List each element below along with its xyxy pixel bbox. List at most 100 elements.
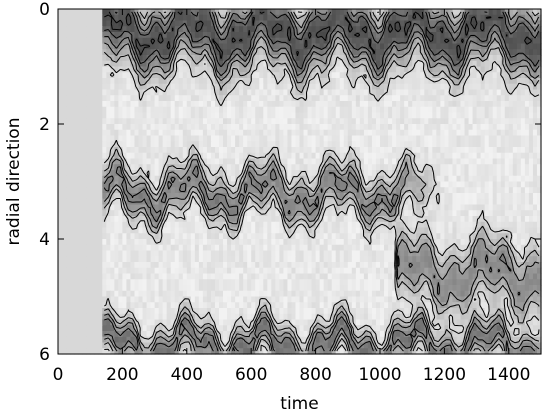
heatmap-cell bbox=[122, 78, 128, 85]
heatmap-cell bbox=[198, 89, 204, 96]
heatmap-cell bbox=[516, 101, 522, 108]
heatmap-cell bbox=[404, 78, 409, 85]
heatmap-cell bbox=[279, 141, 284, 148]
heatmap-cell bbox=[335, 55, 341, 62]
heatmap-cell bbox=[198, 95, 204, 102]
heatmap-cell bbox=[371, 37, 377, 45]
heatmap-cell bbox=[82, 181, 87, 188]
heatmap-cell bbox=[291, 78, 297, 85]
heatmap-cell bbox=[496, 43, 502, 50]
heatmap-cell bbox=[267, 221, 272, 229]
heatmap-cell bbox=[158, 170, 164, 177]
heatmap-cell bbox=[110, 164, 115, 171]
heatmap-cell bbox=[351, 72, 357, 79]
heatmap-cell bbox=[408, 175, 413, 183]
heatmap-cell bbox=[154, 227, 160, 234]
heatmap-cell bbox=[440, 118, 445, 125]
heatmap-cell bbox=[315, 83, 321, 91]
heatmap-cell bbox=[166, 14, 172, 22]
heatmap-cell bbox=[496, 210, 502, 217]
heatmap-cell bbox=[424, 204, 429, 211]
heatmap-cell bbox=[198, 101, 204, 108]
heatmap-cell bbox=[263, 43, 268, 50]
heatmap-cell bbox=[331, 118, 337, 125]
heatmap-cell bbox=[166, 118, 172, 125]
heatmap-cell bbox=[259, 170, 264, 177]
heatmap-cell bbox=[182, 141, 188, 148]
heatmap-cell bbox=[416, 170, 421, 177]
heatmap-cell bbox=[416, 181, 421, 188]
heatmap-cell bbox=[396, 32, 401, 39]
heatmap-cell bbox=[82, 106, 87, 114]
heatmap-cell bbox=[114, 158, 119, 165]
heatmap-cell bbox=[259, 112, 264, 119]
heatmap-cell bbox=[536, 72, 542, 79]
heatmap-cell bbox=[174, 187, 180, 194]
heatmap-cell bbox=[126, 135, 132, 142]
heatmap-cell bbox=[70, 204, 75, 211]
heatmap-cell bbox=[448, 95, 454, 102]
heatmap-cell bbox=[106, 181, 111, 188]
heatmap-cell bbox=[239, 152, 244, 160]
heatmap-cell bbox=[355, 55, 361, 62]
heatmap-cell bbox=[460, 147, 466, 154]
heatmap-cell bbox=[134, 118, 140, 125]
heatmap-cell bbox=[476, 135, 482, 142]
heatmap-cell bbox=[416, 112, 421, 119]
heatmap-cell bbox=[380, 14, 385, 22]
heatmap-cell bbox=[219, 187, 224, 194]
heatmap-cell bbox=[480, 112, 486, 119]
heatmap-cell bbox=[130, 210, 136, 217]
heatmap-cell bbox=[251, 83, 256, 91]
heatmap-cell bbox=[198, 124, 204, 131]
heatmap-cell bbox=[110, 60, 115, 68]
heatmap-cell bbox=[66, 112, 71, 119]
heatmap-cell bbox=[122, 118, 128, 125]
heatmap-cell bbox=[388, 60, 393, 68]
heatmap-cell bbox=[363, 198, 369, 206]
heatmap-cell bbox=[516, 66, 522, 73]
heatmap-cell bbox=[299, 106, 305, 114]
heatmap-cell bbox=[247, 101, 252, 108]
heatmap-cell bbox=[162, 221, 168, 229]
heatmap-cell bbox=[291, 152, 297, 160]
heatmap-cell bbox=[194, 83, 200, 91]
heatmap-cell bbox=[231, 152, 236, 160]
heatmap-cell bbox=[122, 124, 128, 131]
heatmap-cell bbox=[412, 129, 417, 137]
heatmap-cell bbox=[142, 129, 148, 137]
heatmap-cell bbox=[520, 124, 526, 131]
heatmap-cell bbox=[251, 170, 256, 177]
heatmap-cell bbox=[186, 221, 192, 229]
heatmap-cell bbox=[263, 101, 268, 108]
heatmap-cell bbox=[412, 9, 417, 16]
heatmap-cell bbox=[392, 147, 397, 154]
heatmap-cell bbox=[363, 60, 369, 68]
heatmap-cell bbox=[182, 66, 188, 73]
heatmap-cell bbox=[424, 216, 429, 223]
heatmap-cell bbox=[247, 181, 252, 188]
heatmap-cell bbox=[251, 106, 256, 114]
heatmap-cell bbox=[283, 187, 289, 194]
heatmap-cell bbox=[351, 9, 357, 16]
heatmap-cell bbox=[78, 135, 83, 142]
heatmap-cell bbox=[496, 221, 502, 229]
heatmap-cell bbox=[214, 239, 220, 246]
heatmap-cell bbox=[392, 106, 397, 114]
heatmap-cell bbox=[287, 135, 293, 142]
heatmap-cell bbox=[198, 175, 204, 183]
heatmap-cell bbox=[456, 233, 462, 240]
heatmap-cell bbox=[524, 20, 530, 27]
heatmap-cell bbox=[331, 60, 337, 68]
heatmap-cell bbox=[424, 72, 429, 79]
heatmap-cell bbox=[452, 78, 458, 85]
heatmap-cell bbox=[384, 141, 389, 148]
heatmap-cell bbox=[460, 129, 466, 137]
heatmap-cell bbox=[492, 9, 498, 16]
heatmap-cell bbox=[456, 210, 462, 217]
heatmap-cell bbox=[255, 106, 260, 114]
heatmap-cell bbox=[408, 112, 413, 119]
heatmap-cell bbox=[351, 32, 357, 39]
heatmap-cell bbox=[480, 83, 486, 91]
heatmap-cell bbox=[291, 124, 297, 131]
